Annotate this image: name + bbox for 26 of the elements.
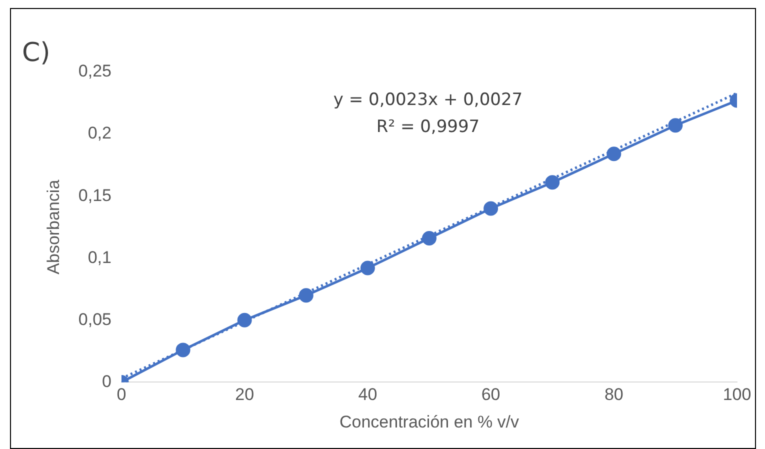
x-tick-label: 40 (358, 385, 378, 404)
point (668, 118, 683, 133)
y-tick-label: 0,2 (88, 124, 112, 143)
y-tick-label: 0 (102, 372, 112, 391)
y-axis-title: Absorbancia (44, 179, 63, 274)
x-tick-label: 60 (481, 385, 500, 404)
x-axis-title: Concentración en % v/v (339, 412, 520, 432)
point (606, 146, 622, 162)
point (422, 231, 436, 246)
point (360, 260, 375, 276)
point (237, 312, 252, 328)
annotation: R² = 0,9997 (376, 117, 480, 137)
point (484, 201, 498, 216)
point (545, 175, 560, 190)
y-tick-label: 0,05 (78, 310, 112, 329)
point (176, 342, 190, 358)
point (298, 288, 314, 303)
x-tick-label: 0 (116, 385, 126, 404)
text: C) (22, 38, 50, 68)
x-tick-label: 80 (604, 385, 624, 404)
annotation: y = 0,0023x + 0,0027 (333, 90, 523, 110)
y-tick-label: 0,1 (88, 248, 112, 267)
y-tick-label: 0,25 (78, 62, 112, 81)
x-tick-label: 100 (722, 385, 752, 404)
y-tick-label: 0,15 (78, 186, 112, 205)
x-tick-label: 20 (235, 385, 254, 404)
